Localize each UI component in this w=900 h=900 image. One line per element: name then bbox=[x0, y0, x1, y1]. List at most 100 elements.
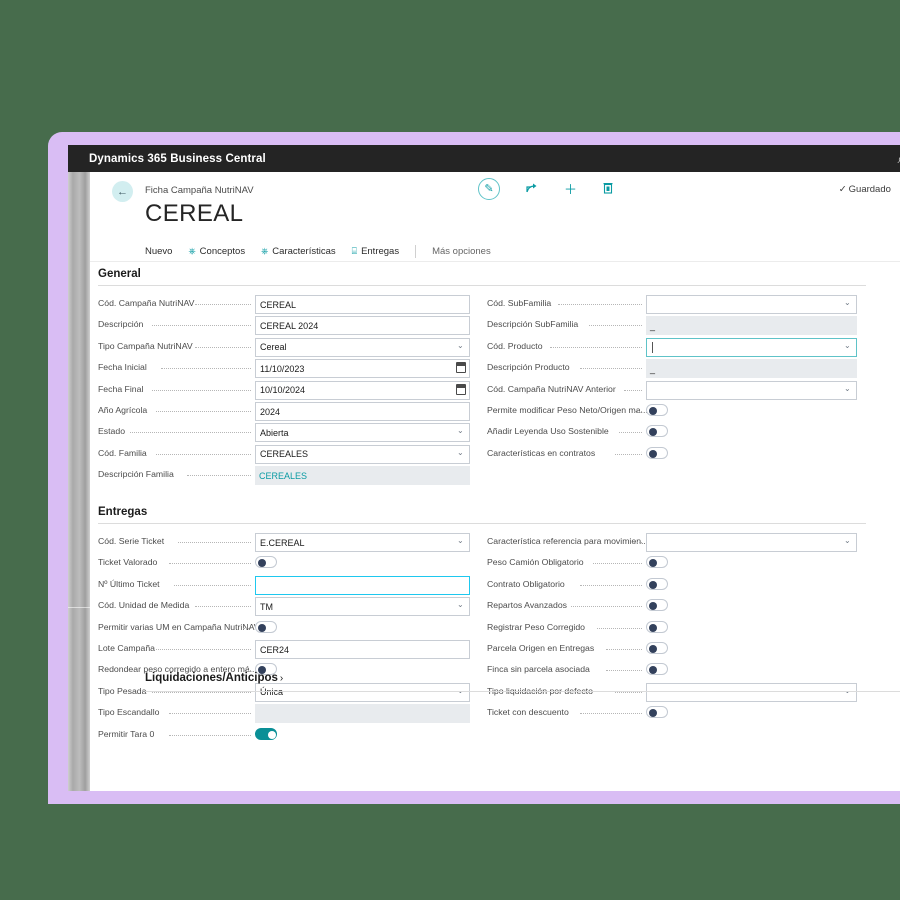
field-control[interactable]: 11/10/2023 bbox=[255, 359, 470, 379]
field-control[interactable]: CEREALES bbox=[255, 466, 470, 486]
field-control[interactable] bbox=[646, 445, 672, 464]
field-control[interactable]: Abierta ⌄ bbox=[255, 423, 470, 443]
dropdown-input[interactable]: E.CEREAL ⌄ bbox=[255, 533, 470, 552]
toggle-switch[interactable] bbox=[255, 727, 277, 740]
toggle-switch[interactable] bbox=[255, 556, 277, 569]
toggle-switch[interactable] bbox=[646, 556, 668, 569]
toggle-switch[interactable] bbox=[646, 446, 668, 459]
field-control[interactable]: TM ⌄ bbox=[255, 597, 470, 617]
field-label: Peso Camión Obligatorio bbox=[487, 557, 584, 568]
field-control[interactable]: _ bbox=[646, 316, 857, 336]
dropdown-input[interactable]: ⌄ bbox=[646, 295, 857, 314]
field-control[interactable]: ⌄ bbox=[646, 533, 857, 552]
calendar-icon[interactable] bbox=[456, 383, 466, 395]
toggle-switch[interactable] bbox=[646, 599, 668, 612]
text-input[interactable]: 2024 bbox=[255, 402, 470, 421]
text-input[interactable]: CEREAL bbox=[255, 295, 470, 314]
delete-button[interactable] bbox=[603, 182, 613, 196]
collapsed-section-liquidaciones[interactable]: Liquidaciones/Anticipos › bbox=[145, 672, 283, 684]
nav-tab-nuevo[interactable]: Nuevo bbox=[145, 246, 172, 257]
toggle-switch[interactable] bbox=[646, 577, 668, 590]
calendar-icon[interactable] bbox=[456, 362, 466, 374]
collapsed-sidebar[interactable] bbox=[68, 172, 90, 791]
edit-button[interactable]: ✎ bbox=[478, 178, 500, 200]
field-control[interactable] bbox=[255, 704, 470, 724]
field-control[interactable] bbox=[646, 704, 672, 723]
dropdown-input[interactable]: TM ⌄ bbox=[255, 597, 470, 617]
field-control[interactable]: 10/10/2024 bbox=[255, 380, 470, 400]
field-control[interactable] bbox=[255, 726, 281, 745]
dropdown-input[interactable]: Única ⌄ bbox=[255, 682, 470, 702]
field-control[interactable]: ⌄ bbox=[646, 380, 857, 400]
field-control[interactable] bbox=[255, 619, 281, 638]
nav-tab-entregas[interactable]: ⌸ Entregas bbox=[352, 246, 399, 257]
text-input[interactable] bbox=[255, 575, 470, 595]
dropdown-input[interactable]: ⌄ bbox=[646, 380, 857, 400]
field-control[interactable]: ⌄ bbox=[646, 682, 857, 702]
text-input[interactable]: CEREAL 2024 bbox=[255, 316, 470, 336]
chevron-down-icon[interactable]: ⌄ bbox=[844, 536, 851, 545]
chevron-down-icon[interactable]: ⌄ bbox=[844, 383, 851, 393]
nav-more-options[interactable]: Más opciones bbox=[432, 245, 491, 257]
toggle-switch[interactable] bbox=[646, 404, 668, 416]
back-button[interactable]: ← bbox=[112, 181, 133, 202]
toggle-switch[interactable] bbox=[255, 620, 277, 633]
text-input[interactable]: CER24 bbox=[255, 640, 470, 659]
dropdown-input[interactable]: ⌄ bbox=[646, 682, 857, 702]
field-control[interactable]: E.CEREAL ⌄ bbox=[255, 533, 470, 552]
chevron-down-icon[interactable]: ⌄ bbox=[457, 340, 464, 350]
search-icon[interactable]: ⌕ bbox=[898, 152, 900, 165]
chevron-down-icon[interactable]: ⌄ bbox=[457, 536, 464, 545]
field-control[interactable] bbox=[646, 619, 672, 638]
toggle-switch[interactable] bbox=[646, 706, 668, 719]
field-control[interactable] bbox=[255, 575, 470, 595]
toggle-switch[interactable] bbox=[255, 663, 277, 676]
field-control[interactable]: CEREAL bbox=[255, 295, 470, 314]
dropdown-input[interactable]: Abierta ⌄ bbox=[255, 423, 470, 443]
field-control[interactable] bbox=[646, 640, 672, 659]
chevron-down-icon[interactable]: ⌄ bbox=[844, 686, 852, 695]
toggle-switch[interactable] bbox=[646, 642, 668, 654]
dropdown-input[interactable]: ⌄ bbox=[646, 533, 857, 552]
nav-tab-caracter-sticas[interactable]: ⎈ Características bbox=[261, 246, 336, 257]
label-leader-dots bbox=[580, 713, 642, 715]
share-button[interactable] bbox=[526, 182, 538, 196]
field-control[interactable] bbox=[646, 554, 672, 573]
chevron-down-icon[interactable]: ⌄ bbox=[457, 447, 464, 457]
toggle-switch[interactable] bbox=[646, 663, 668, 676]
field-control[interactable]: 2024 bbox=[255, 402, 470, 421]
field-control[interactable]: Cereal ⌄ bbox=[255, 337, 470, 357]
field-control[interactable]: CEREAL 2024 bbox=[255, 316, 470, 336]
dropdown-input[interactable]: Cereal ⌄ bbox=[255, 337, 470, 357]
chevron-down-icon[interactable]: ⌄ bbox=[457, 600, 464, 610]
field-control[interactable] bbox=[646, 423, 672, 442]
field-control[interactable]: ⌄ bbox=[646, 295, 857, 314]
field-control[interactable] bbox=[255, 661, 281, 680]
readonly-value: CEREALES bbox=[255, 466, 470, 486]
field-control[interactable] bbox=[255, 554, 281, 573]
field-control[interactable]: _ bbox=[646, 359, 857, 379]
dropdown-input[interactable]: CEREALES ⌄ bbox=[255, 444, 470, 464]
command-bar: ← Ficha Campaña NutriNAV ✎ ＋ bbox=[90, 172, 900, 211]
date-input[interactable]: 11/10/2023 bbox=[255, 359, 470, 379]
field-control[interactable] bbox=[646, 402, 672, 421]
field-control[interactable]: ⌄ bbox=[646, 337, 857, 357]
dropdown-input[interactable]: ⌄ bbox=[646, 337, 857, 357]
nav-tab-conceptos[interactable]: ⎈ Conceptos bbox=[188, 246, 245, 257]
field-control[interactable] bbox=[646, 597, 672, 616]
chevron-down-icon[interactable]: ⌄ bbox=[844, 340, 851, 350]
field-control[interactable] bbox=[646, 576, 672, 595]
chevron-down-icon[interactable]: ⌄ bbox=[844, 298, 851, 307]
field-control[interactable] bbox=[646, 661, 672, 680]
field-control[interactable]: CEREALES ⌄ bbox=[255, 444, 470, 464]
form-field-tipo-campaña-nutrinav: Tipo Campaña NutriNAV Cereal ⌄ bbox=[98, 337, 470, 357]
new-button[interactable]: ＋ bbox=[564, 181, 578, 197]
chevron-down-icon[interactable]: ⌄ bbox=[457, 426, 464, 436]
chevron-down-icon[interactable]: ⌄ bbox=[457, 686, 465, 695]
toggle-switch[interactable] bbox=[646, 620, 668, 633]
field-control[interactable]: Única ⌄ bbox=[255, 682, 470, 702]
toggle-switch[interactable] bbox=[646, 425, 668, 438]
date-input[interactable]: 10/10/2024 bbox=[255, 380, 470, 400]
field-control[interactable]: CER24 bbox=[255, 640, 470, 659]
field-label: Cód. Campaña NutriNAV Anterior bbox=[487, 383, 616, 394]
